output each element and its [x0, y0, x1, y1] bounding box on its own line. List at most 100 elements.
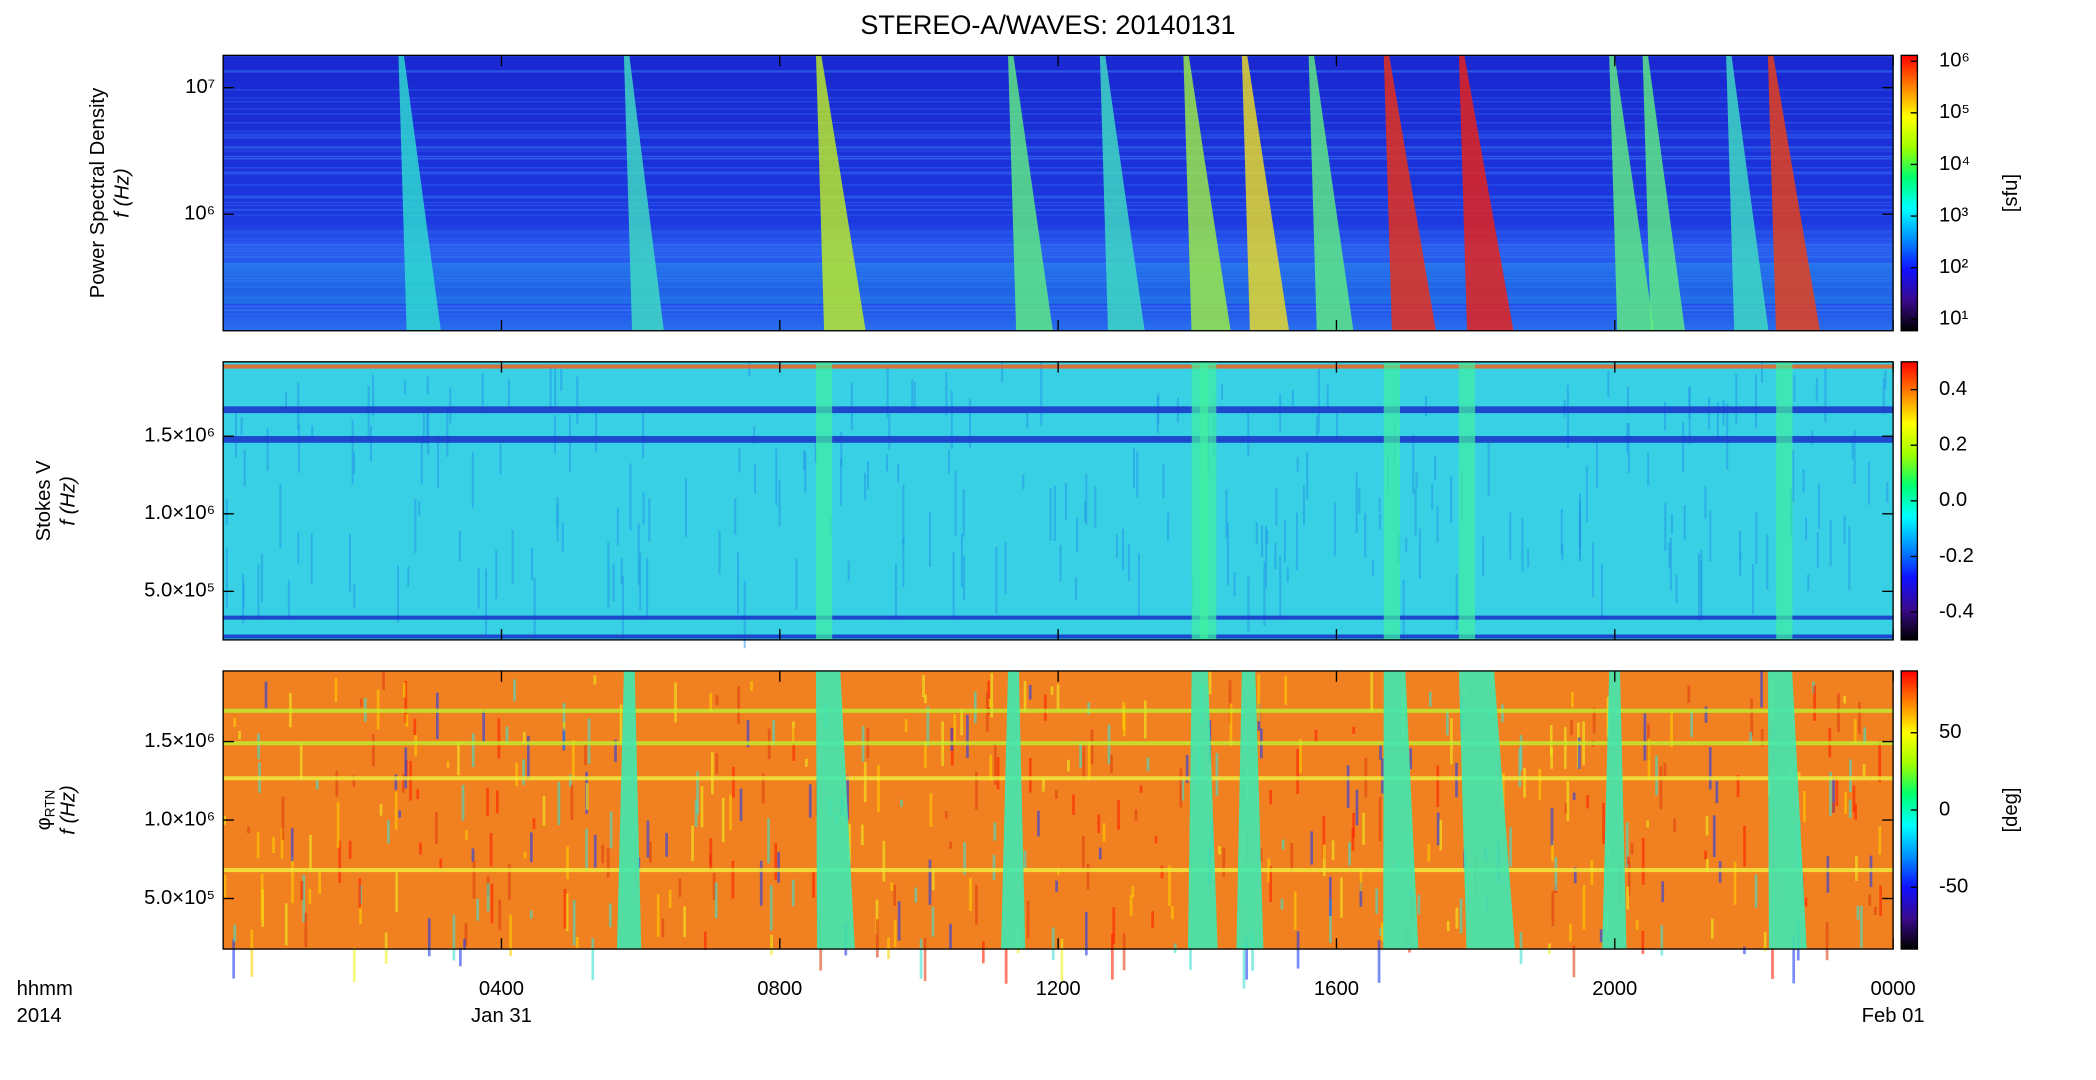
- noise-line: [668, 889, 672, 908]
- noise-line: [379, 803, 383, 816]
- noise-line: [1352, 812, 1355, 838]
- noise-line: [1670, 710, 1673, 748]
- burst-texture: [398, 55, 441, 331]
- noise-line: [572, 900, 576, 946]
- noise-line: [661, 918, 665, 938]
- noise-line: [290, 828, 294, 862]
- noise-line: [1439, 819, 1443, 851]
- colorbar-tick-label: -50: [1939, 876, 1968, 898]
- noise-line: [1352, 726, 1356, 734]
- noise-line: [223, 262, 1894, 264]
- noise-line: [560, 369, 563, 391]
- noise-line: [1660, 925, 1664, 956]
- noise-line: [1805, 517, 1808, 541]
- noise-line: [348, 533, 351, 592]
- noise-line: [1755, 511, 1758, 565]
- noise-line: [223, 173, 1894, 175]
- noise-line: [1739, 531, 1742, 560]
- noise-line: [1641, 837, 1645, 885]
- noise-line: [1563, 727, 1567, 769]
- noise-line: [395, 872, 399, 913]
- noise-line: [485, 568, 488, 637]
- noise-line: [291, 856, 294, 904]
- noise-line: [1263, 561, 1266, 627]
- burst-texture: [815, 361, 833, 640]
- burst-texture: [1609, 55, 1655, 331]
- noise-line: [225, 499, 228, 526]
- burst-texture: [1001, 670, 1026, 950]
- noise-line: [1509, 827, 1512, 867]
- noise-line: [1414, 488, 1417, 537]
- noise-line: [709, 837, 713, 872]
- noise-line: [1326, 384, 1329, 408]
- burst-texture: [1383, 55, 1436, 331]
- burst-texture: [1642, 55, 1685, 331]
- noise-line: [272, 836, 275, 854]
- noise-line: [1132, 447, 1135, 489]
- noise-line: [1630, 843, 1634, 855]
- noise-line: [223, 263, 1894, 265]
- burst-texture: [616, 670, 642, 950]
- colorbar-tick-label: 0.0: [1939, 489, 1967, 511]
- noise-line: [1310, 831, 1314, 865]
- noise-line: [542, 795, 546, 826]
- noise-line: [223, 309, 1894, 311]
- noise-line: [840, 457, 843, 506]
- noise-line: [471, 451, 474, 509]
- noise-line: [482, 710, 485, 742]
- noise-line: [1868, 894, 1872, 906]
- burst-texture: [1767, 670, 1807, 950]
- noise-line: [1829, 520, 1832, 567]
- noise-line: [223, 297, 1894, 299]
- noise-line: [1879, 885, 1882, 916]
- noise-line: [1261, 525, 1264, 557]
- noise-line: [495, 549, 498, 599]
- noise-line: [1115, 534, 1118, 559]
- noise-line: [531, 548, 534, 580]
- noise-line: [223, 157, 1894, 160]
- noise-line: [1538, 768, 1542, 800]
- noise-line: [616, 508, 619, 546]
- noise-line: [637, 523, 640, 585]
- noise-line: [223, 214, 1894, 216]
- noise-line: [897, 901, 901, 941]
- noise-line: [694, 799, 698, 827]
- noise-line: [1122, 701, 1125, 731]
- noise-line: [565, 893, 569, 931]
- y-axis-label: Stokes V: [33, 460, 55, 542]
- noise-line: [1884, 370, 1887, 390]
- noise-line: [1826, 856, 1830, 893]
- noise-line: [712, 873, 716, 900]
- noise-line: [607, 541, 610, 608]
- noise-line: [413, 718, 417, 736]
- noise-line: [1102, 823, 1106, 842]
- noise-line: [299, 743, 303, 779]
- noise-line: [1425, 396, 1428, 417]
- noise-line: [1705, 858, 1709, 872]
- noise-line: [1754, 374, 1758, 429]
- y-axis-label-2: f (Hz): [58, 785, 80, 835]
- noise-line: [223, 155, 1894, 158]
- noise-line: [471, 848, 475, 862]
- noise-line: [914, 887, 918, 903]
- noise-line: [1179, 768, 1183, 808]
- noise-line: [1417, 894, 1421, 915]
- noise-line: [1055, 789, 1058, 799]
- burst-texture: [1308, 55, 1354, 331]
- noise-line: [1459, 898, 1463, 934]
- noise-line: [280, 827, 284, 859]
- noise-line: [1482, 536, 1485, 577]
- noise-line: [1001, 362, 1004, 383]
- band-line: [223, 776, 1894, 781]
- noise-line: [1208, 671, 1212, 695]
- noise-line: [1074, 577, 1077, 600]
- noise-line: [1564, 803, 1568, 814]
- noise-line: [1117, 800, 1120, 830]
- noise-line: [1704, 850, 1707, 860]
- burst-texture: [1383, 361, 1400, 640]
- noise-line: [1600, 564, 1603, 620]
- noise-line: [527, 735, 530, 780]
- noise-line: [557, 781, 561, 826]
- noise-line: [404, 681, 408, 723]
